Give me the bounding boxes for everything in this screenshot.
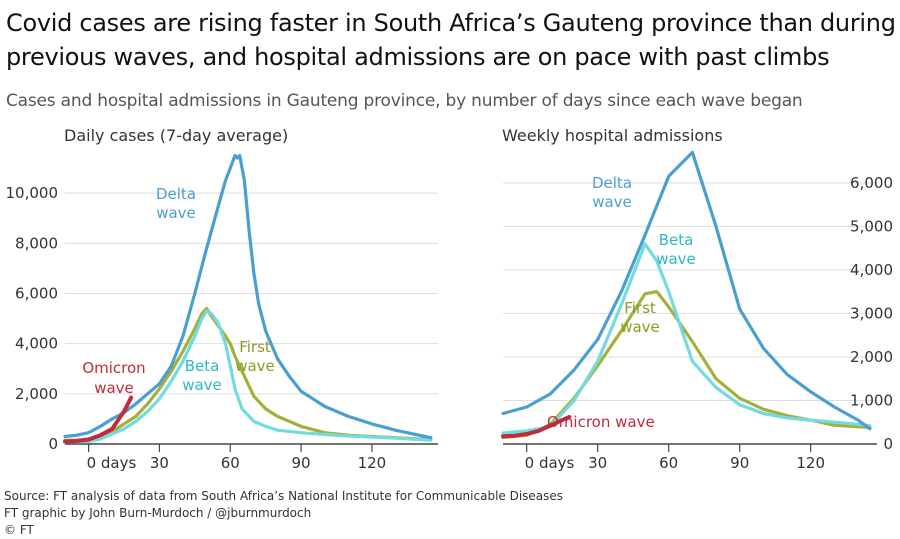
x-tick-label: 30 [588,454,607,472]
cases-panel: 0 2,000 4,000 6,000 8,000 10,000 0 days 30 60 90 1… [6,153,438,472]
series-label-line: Omicron [82,359,145,377]
beta-wave-label: Beta wave [656,231,696,268]
series-label-line: wave [182,376,222,394]
y-tick-label: 6,000 [15,284,58,302]
x-tick-label: 0 days [87,454,137,472]
first-wave-label: First wave [620,299,660,336]
x-tick-label: 30 [150,454,169,472]
chart-subtitle: Cases and hospital admissions in Gauteng… [6,91,803,111]
source-note: Source: FT analysis of data from South A… [4,489,564,503]
y-tick-label: 8,000 [15,234,58,252]
series-label-line: wave [235,357,275,375]
beta-wave-line [501,242,872,435]
x-tick-label: 60 [659,454,678,472]
series-label-line: First [239,338,271,356]
series-label-line: wave [94,379,134,397]
series-label-line: wave [656,250,696,268]
delta-wave-line [501,150,872,431]
chart-title: Covid cases are rising faster in South A… [6,9,896,71]
y-tick-label: 5,000 [850,217,893,235]
credit-note: FT graphic by John Burn-Murdoch / @jburn… [4,506,312,520]
omicron-wave-line [501,415,572,439]
series-label-line: Delta [156,185,196,203]
series-label-line: Beta [659,231,694,249]
series-label-line: First [624,299,656,317]
x-tick-label: 120 [358,454,387,472]
delta-wave-line [63,153,433,440]
series-label-line: Delta [592,174,632,192]
delta-wave-label: Delta wave [156,185,196,222]
x-tick-label: 90 [292,454,311,472]
y-tick-label: 3,000 [850,304,893,322]
y-tick-label: 6,000 [850,174,893,192]
beta-wave-line [63,309,433,444]
x-tick-label: 60 [221,454,240,472]
series-label-line: wave [592,193,632,211]
beta-wave-label: Beta wave [182,357,222,394]
series-label-line: wave [156,204,196,222]
first-wave-label: First wave [235,338,275,375]
y-tick-label: 4,000 [850,261,893,279]
series-label-line: Beta [185,357,220,375]
admissions-panel: 0 1,000 2,000 3,000 4,000 5,000 6,000 0 days 30 6… [501,150,893,472]
y-tick-label: 10,000 [6,184,59,202]
delta-wave-label: Delta wave [592,174,632,211]
omicron-wave-label: Omicron wave [547,413,655,431]
x-tick-label: 0 days [525,454,575,472]
copyright-note: © FT [4,523,34,537]
y-tick-label: 4,000 [15,335,58,353]
omicron-wave-label: Omicron wave [82,359,145,397]
x-tick-label: 90 [730,454,749,472]
y-tick-label: 1,000 [850,391,893,409]
admissions-panel-title: Weekly hospital admissions [502,126,723,145]
x-tick-label: 120 [796,454,825,472]
omicron-wave-line [63,395,134,444]
y-tick-label: 0 [883,435,893,453]
y-tick-label: 2,000 [850,348,893,366]
cases-panel-title: Daily cases (7-day average) [64,126,289,145]
series-label-line: wave [620,318,660,336]
footer: Source: FT analysis of data from South A… [4,488,563,539]
y-tick-label: 0 [48,435,58,453]
series-label-line: Omicron wave [547,413,655,431]
y-tick-label: 2,000 [15,385,58,403]
